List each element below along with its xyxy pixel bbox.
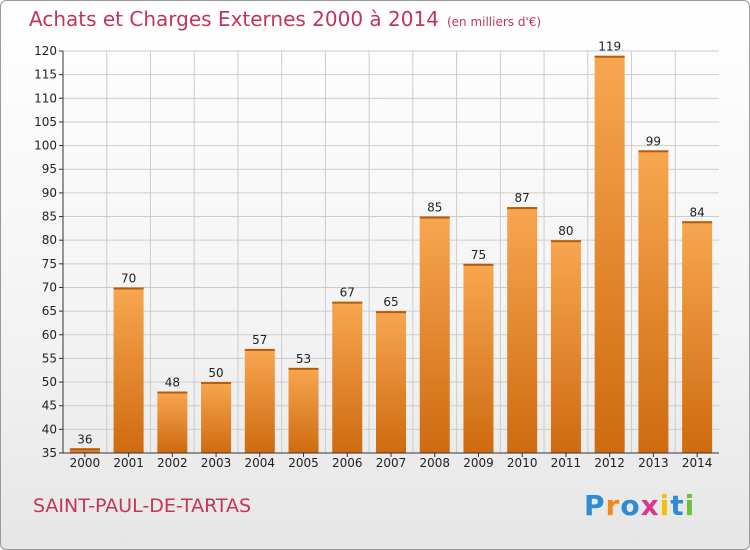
y-tick-label: 120: [34, 44, 57, 58]
bar-2006: [332, 301, 363, 453]
x-tick-label: 2001: [113, 456, 144, 470]
y-tick-label: 85: [42, 210, 57, 224]
data-label: 87: [515, 191, 530, 205]
data-label: 70: [121, 271, 136, 285]
y-tick-label: 110: [34, 91, 57, 105]
x-tick-label: 2008: [419, 456, 450, 470]
bar-2003: [201, 382, 232, 453]
x-tick-label: 2005: [288, 456, 319, 470]
x-tick-label: 2012: [594, 456, 625, 470]
logo-letter: i: [684, 489, 696, 522]
bar-top-edge: [682, 221, 713, 224]
bar-2007: [376, 311, 406, 453]
x-tick-label: 2000: [70, 456, 101, 470]
data-label: 67: [340, 286, 355, 300]
data-label: 53: [296, 352, 311, 366]
location-label: SAINT-PAUL-DE-TARTAS: [33, 495, 252, 517]
y-tick-label: 45: [42, 399, 57, 413]
y-tick-label: 105: [34, 115, 57, 129]
y-tick-label: 100: [34, 139, 57, 153]
data-label: 84: [689, 205, 704, 219]
bar-2010: [507, 207, 538, 453]
logo-letter: o: [620, 489, 641, 522]
x-tick-label: 2003: [201, 456, 232, 470]
x-tick-label: 2009: [463, 456, 494, 470]
bars: [69, 55, 713, 454]
bar-2002: [157, 391, 188, 453]
x-tick-label: 2014: [682, 456, 713, 470]
data-label: 36: [77, 432, 92, 446]
y-tick-label: 80: [42, 233, 57, 247]
data-label: 80: [558, 224, 573, 238]
bar-top-edge: [201, 382, 232, 385]
bar-2012: [594, 55, 625, 454]
bar-2009: [463, 263, 494, 453]
data-label: 57: [252, 333, 267, 347]
chart-unit: (en milliers d'€): [446, 15, 542, 29]
bar-top-edge: [376, 311, 406, 314]
logo-letter: i: [659, 489, 671, 522]
logo-letter: r: [605, 489, 621, 522]
y-tick-label: 75: [42, 257, 57, 271]
bar-2004: [244, 348, 275, 453]
bar-2014: [682, 221, 713, 453]
data-label: 99: [646, 134, 661, 148]
x-tick-label: 2007: [376, 456, 407, 470]
bar-top-edge: [244, 348, 275, 351]
data-label: 48: [165, 376, 180, 390]
y-tick-label: 90: [42, 186, 57, 200]
y-tick-label: 65: [42, 304, 57, 318]
x-tick-label: 2011: [551, 456, 582, 470]
axes: 35 40 45 50 55 60 65 70 75 80 85 90 95 100 105 110 115 12…: [34, 44, 719, 470]
bar-top-edge: [113, 287, 144, 290]
data-label: 85: [427, 201, 442, 215]
bar-2005: [288, 367, 319, 453]
bar-top-edge: [594, 55, 625, 58]
bar-top-edge: [638, 150, 669, 153]
bar-top-edge: [463, 263, 494, 266]
bar-2001: [113, 287, 144, 453]
bar-top-edge: [550, 240, 581, 243]
bar-top-edge: [288, 367, 319, 370]
data-label: 75: [471, 248, 486, 262]
data-label: 119: [598, 40, 621, 54]
y-tick-label: 40: [42, 422, 57, 436]
bar-top-edge: [419, 216, 450, 219]
x-tick-label: 2013: [638, 456, 669, 470]
x-tick-label: 2002: [157, 456, 188, 470]
bar-top-edge: [69, 448, 100, 451]
bar-2000: [69, 448, 100, 453]
y-tick-label: 55: [42, 351, 57, 365]
bar-top-edge: [157, 391, 188, 394]
bar-2008: [419, 216, 450, 453]
logo-letter: P: [584, 489, 606, 522]
y-tick-label: 35: [42, 446, 57, 460]
data-labels: 36 70 48 50 57 53 67 65 85 75 87 80 119 99 84: [77, 40, 705, 447]
logo-letter: x: [640, 489, 660, 522]
x-tick-label: 2006: [332, 456, 363, 470]
y-tick-label: 50: [42, 375, 57, 389]
y-tick-label: 95: [42, 162, 57, 176]
x-tick-label: 2010: [507, 456, 538, 470]
logo-letter: t: [670, 489, 685, 522]
bar-top-edge: [507, 207, 538, 210]
y-tick-label: 60: [42, 328, 57, 342]
bar-top-edge: [332, 301, 363, 304]
bar-2013: [638, 150, 669, 454]
data-label: 50: [208, 366, 223, 380]
data-label: 65: [383, 295, 398, 309]
chart-title-text: Achats et Charges Externes 2000 à 2014: [29, 7, 439, 31]
chart-title: Achats et Charges Externes 2000 à 2014 (e…: [29, 7, 541, 31]
y-tick-label: 70: [42, 280, 57, 294]
proxiti-logo[interactable]: Proxiti: [584, 489, 695, 522]
y-tick-label: 115: [34, 68, 57, 82]
bar-2011: [550, 240, 581, 453]
x-tick-label: 2004: [245, 456, 276, 470]
